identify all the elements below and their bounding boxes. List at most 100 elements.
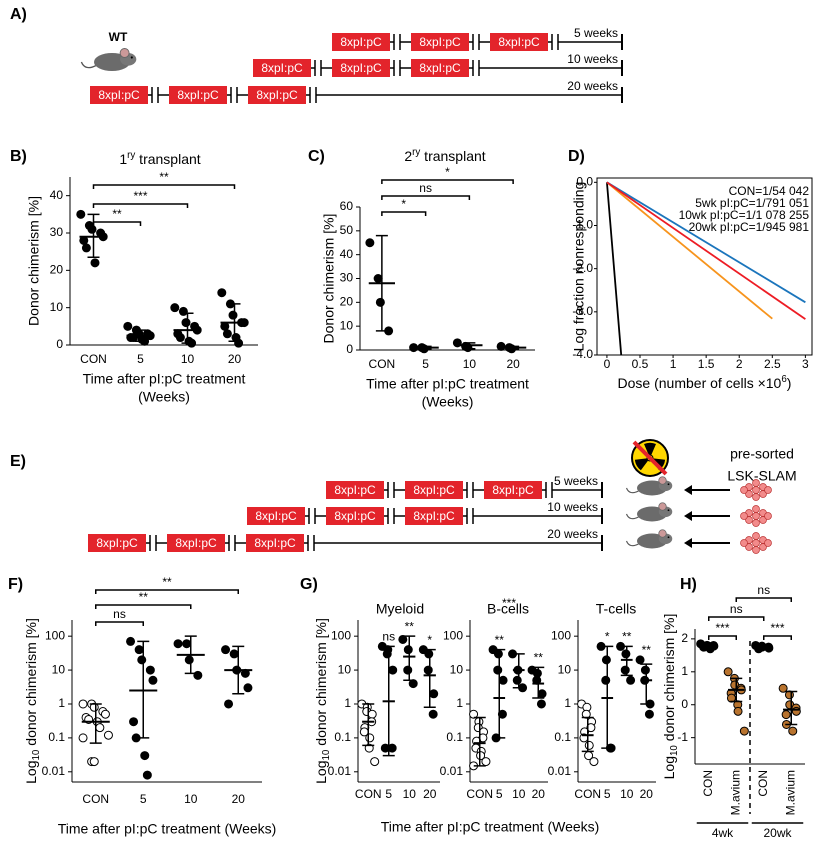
- treatment-label: 8xpI:pC: [492, 483, 534, 497]
- y-axis-label-part: donor chimerism [%]: [313, 618, 329, 749]
- chart-title: 1ry transplant: [119, 150, 200, 167]
- significance-label: **: [622, 630, 632, 644]
- y-tick-label: 1: [681, 664, 688, 678]
- trefoil: [644, 442, 656, 458]
- y-axis-label-sub: 10: [31, 749, 42, 760]
- y-axis-label: Log10 donor chimerism [%]: [23, 618, 42, 784]
- x-tick-label: 1: [670, 357, 677, 371]
- x-tick-label: 5: [385, 787, 392, 801]
- x-tick-label: 20: [640, 787, 654, 801]
- x-tick-label: 10: [403, 787, 417, 801]
- duration-label: 20 weeks: [547, 527, 598, 541]
- data-point: [388, 665, 398, 675]
- break-gap: [546, 482, 552, 498]
- treatment-label: 8xpI:pC: [177, 88, 219, 102]
- treatment-box: [248, 86, 306, 104]
- data-point: [100, 709, 110, 719]
- x-tick-label: CON: [756, 770, 770, 797]
- data-point: [739, 726, 749, 736]
- break-gap: [150, 535, 156, 551]
- x-tick-label: 5: [140, 792, 147, 806]
- treatment-box: [326, 481, 384, 499]
- series-line: [606, 181, 773, 320]
- x-tick-label: CON: [82, 792, 109, 806]
- y-tick-label: 60: [340, 199, 354, 213]
- panel-label: F): [8, 576, 23, 593]
- data-point: [178, 306, 188, 316]
- data-point: [733, 706, 743, 716]
- data-point: [76, 209, 86, 219]
- data-point: [493, 665, 503, 675]
- significance-label: **: [159, 170, 169, 184]
- cell: [752, 486, 760, 494]
- data-point: [126, 636, 136, 646]
- y-tick-label: 0.1: [554, 730, 571, 744]
- data-point: [512, 675, 522, 685]
- data-point: [498, 675, 508, 685]
- series-line: [606, 181, 806, 304]
- data-point: [365, 238, 375, 248]
- data-point: [129, 717, 139, 727]
- treatment-label: 8xpI:pC: [254, 536, 296, 550]
- x-tick-label: 5: [604, 787, 611, 801]
- duration-label: 20 weeks: [567, 79, 618, 93]
- treatment-label: 8xpI:pC: [334, 509, 376, 523]
- duration-label: 10 weeks: [567, 52, 618, 66]
- data-point: [601, 675, 611, 685]
- arrow-head: [684, 538, 692, 548]
- cell: [745, 490, 753, 498]
- significance-label: **: [642, 643, 652, 657]
- chart-title: Myeloid: [376, 601, 424, 617]
- treatment-box: [411, 59, 469, 77]
- mouse-icon: [625, 529, 673, 549]
- data-point: [184, 655, 194, 665]
- x-axis-label-sup: 6: [781, 374, 787, 385]
- data-point: [493, 649, 503, 659]
- significance-label: *: [445, 165, 450, 179]
- error-bar: [473, 716, 486, 767]
- significance-bracket: [92, 184, 236, 189]
- break-gap: [308, 535, 314, 551]
- y-tick-label: 100: [443, 628, 463, 642]
- y-tick-label: 100: [331, 628, 351, 642]
- data-point: [537, 689, 547, 699]
- data-point: [367, 709, 377, 719]
- break-gap: [231, 87, 237, 103]
- significance-label: ***: [133, 189, 147, 203]
- data-point: [476, 751, 486, 761]
- x-axis-label: Dose (number of cells ×106): [618, 374, 792, 391]
- y-tick-label: -2.0: [572, 261, 593, 275]
- y-tick-label: 20: [50, 263, 64, 277]
- error-bar: [640, 663, 653, 705]
- significance-label: *: [605, 630, 610, 644]
- mouse-eye: [667, 509, 670, 512]
- y-tick-label: 10: [340, 318, 354, 332]
- data-point: [229, 649, 239, 659]
- treatment-box: [490, 33, 548, 51]
- y-tick-label: 40: [50, 188, 64, 202]
- y-tick-label: 10: [450, 662, 464, 676]
- data-point: [584, 740, 594, 750]
- break-gap: [467, 508, 473, 524]
- y-tick-label: -1: [677, 730, 688, 744]
- data-point: [644, 709, 654, 719]
- significance-bracket: [708, 635, 737, 640]
- data-point: [403, 645, 413, 655]
- x-tick-label: 3: [802, 357, 809, 371]
- significance-label: ns: [757, 583, 770, 597]
- chart-title: B-cells: [487, 601, 529, 617]
- chart-title-sup: ry: [412, 147, 420, 158]
- significance-bracket: [381, 195, 471, 200]
- data-point: [221, 645, 231, 655]
- x-tick-label: 2.5: [764, 357, 781, 371]
- break-gap: [309, 508, 315, 524]
- break-gap: [394, 34, 400, 50]
- y-tick-label: 0.1: [446, 730, 463, 744]
- significance-label: *: [427, 633, 432, 647]
- data-point: [87, 224, 97, 234]
- significance-label: **: [534, 651, 544, 665]
- mouse-tail: [80, 61, 97, 69]
- y-axis-label-part: Log: [313, 761, 329, 784]
- duration-label: 10 weeks: [547, 500, 598, 514]
- y-axis-label-sub: 10: [669, 745, 680, 756]
